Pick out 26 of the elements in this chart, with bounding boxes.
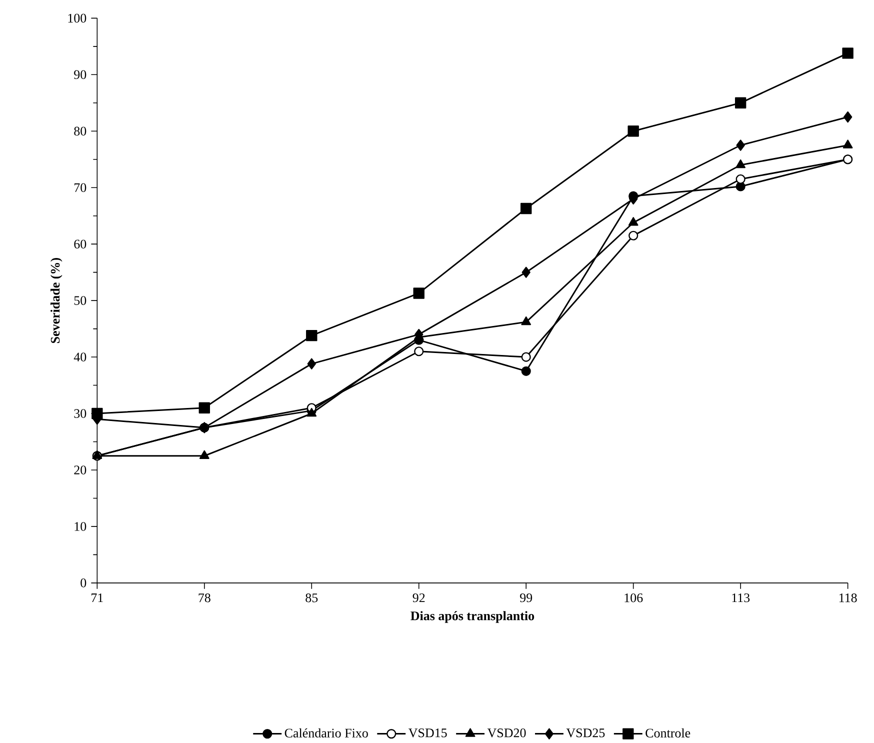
y-tick-label: 20 — [74, 465, 86, 474]
y-tick-label: 70 — [74, 183, 86, 192]
legend-label: VSD15 — [408, 728, 447, 738]
x-tick-label: 99 — [520, 593, 532, 602]
legend-label: VSD25 — [566, 728, 605, 738]
x-tick-label: 71 — [92, 593, 103, 602]
legend-label: Controle — [646, 728, 690, 738]
legend-label: Caléndario Fixo — [284, 728, 368, 738]
y-axis-title: Severidade (%) — [50, 258, 62, 343]
y-tick-label: 60 — [74, 240, 86, 248]
x-tick-label: 85 — [306, 593, 318, 602]
x-tick-label: 118 — [839, 593, 857, 602]
x-tick-label: 92 — [412, 593, 425, 602]
x-tick-label: 106 — [624, 593, 643, 602]
y-tick-label: 80 — [74, 126, 86, 136]
y-tick-label: 10 — [74, 522, 86, 531]
y-tick-label: 100 — [68, 14, 86, 22]
x-tick-label: 78 — [198, 593, 210, 602]
y-tick-label: 30 — [74, 408, 86, 418]
x-tick-label: 113 — [732, 593, 750, 602]
y-tick-label: 0 — [80, 578, 86, 588]
legend-label: VSD20 — [487, 728, 526, 738]
y-tick-label: 90 — [74, 70, 86, 79]
y-tick-label: 40 — [74, 352, 86, 362]
x-axis-title: Dias após transplantio — [410, 610, 534, 623]
y-tick-label: 50 — [74, 296, 86, 305]
